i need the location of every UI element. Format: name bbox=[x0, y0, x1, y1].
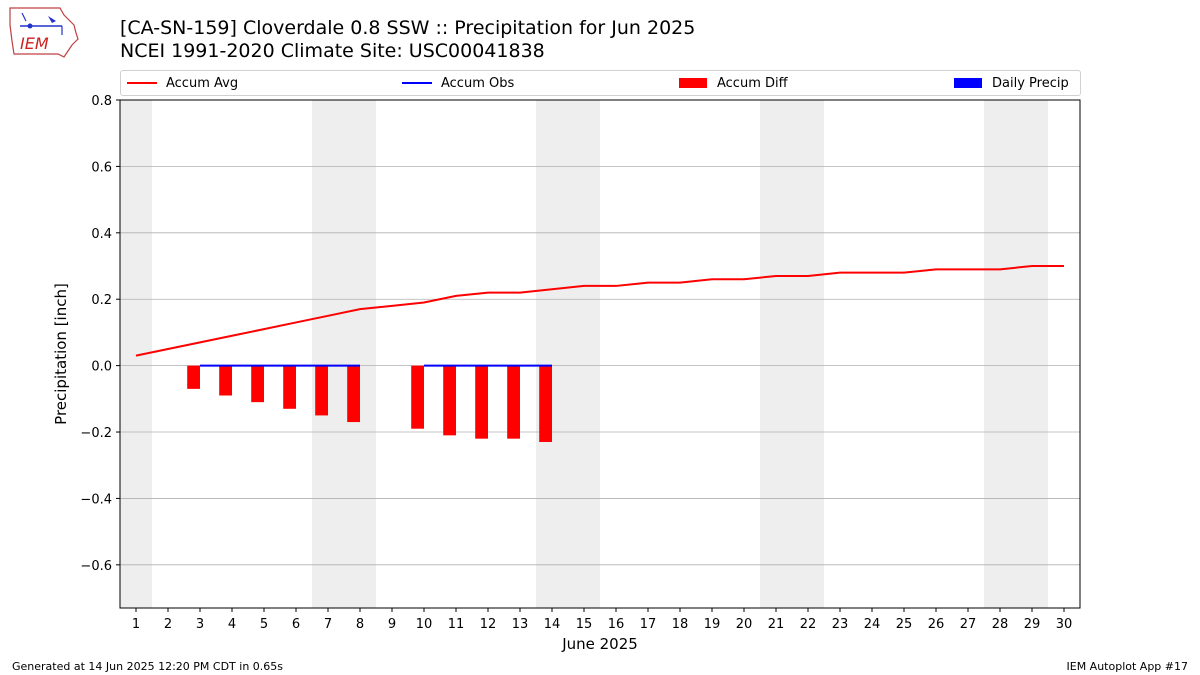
logo-text: IEM bbox=[20, 34, 49, 53]
y-tick-label: 0.0 bbox=[91, 360, 112, 375]
generated-timestamp: Generated at 14 Jun 2025 12:20 PM CDT in… bbox=[12, 660, 284, 673]
legend: Accum Avg Accum Obs Accum Diff Daily Pre… bbox=[120, 70, 1081, 96]
x-tick-label: 11 bbox=[448, 617, 465, 632]
x-axis-label: June 2025 bbox=[561, 635, 638, 653]
x-tick-label: 16 bbox=[608, 617, 625, 632]
y-tick-label: −0.2 bbox=[80, 426, 112, 441]
accum-diff-bar bbox=[219, 365, 232, 396]
accum-diff-bar bbox=[507, 365, 520, 439]
grid-lines bbox=[120, 166, 1080, 566]
x-tick-label: 4 bbox=[228, 617, 236, 632]
x-tick-label: 19 bbox=[704, 617, 721, 632]
legend-item-accum-diff: Accum Diff bbox=[679, 74, 788, 92]
x-tick-label: 22 bbox=[800, 617, 817, 632]
app-credit: IEM Autoplot App #17 bbox=[1066, 660, 1189, 673]
weekend-band bbox=[536, 100, 600, 608]
x-tick-label: 18 bbox=[672, 617, 689, 632]
iem-logo-graphic: IEM bbox=[9, 7, 79, 58]
y-tick-label: −0.4 bbox=[80, 492, 112, 507]
accum-diff-bar bbox=[411, 365, 424, 429]
legend-item-accum-avg: Accum Avg bbox=[127, 74, 238, 92]
chart-title: [CA-SN-159] Cloverdale 0.8 SSW :: Precip… bbox=[120, 17, 696, 39]
x-tick-label: 23 bbox=[832, 617, 849, 632]
accum-avg-line bbox=[135, 265, 1064, 357]
y-tick-label: 0.2 bbox=[91, 293, 112, 308]
legend-item-accum-obs: Accum Obs bbox=[402, 74, 514, 92]
plot-frame bbox=[119, 99, 1081, 609]
x-tick-label: 29 bbox=[1024, 617, 1041, 632]
weekend-band bbox=[312, 100, 376, 608]
legend-swatch-accum-diff bbox=[679, 78, 707, 88]
y-tick-label: 0.8 bbox=[91, 94, 112, 109]
chart-subtitle: NCEI 1991-2020 Climate Site: USC00041838 bbox=[120, 40, 545, 62]
x-tick-label: 1 bbox=[132, 617, 140, 632]
accum-diff-bar bbox=[347, 365, 360, 423]
x-tick-label: 12 bbox=[480, 617, 497, 632]
accum-diff-bar bbox=[251, 365, 264, 403]
x-tick-label: 28 bbox=[992, 617, 1009, 632]
legend-label-accum-diff: Accum Diff bbox=[717, 75, 788, 91]
x-tick-label: 21 bbox=[768, 617, 785, 632]
weekend-band bbox=[984, 100, 1048, 608]
accum-diff-bar bbox=[187, 365, 200, 389]
legend-label-accum-avg: Accum Avg bbox=[166, 75, 239, 91]
legend-swatch-daily-precip bbox=[954, 78, 982, 88]
y-tick-label: 0.6 bbox=[91, 160, 112, 175]
x-tick-label: 26 bbox=[928, 617, 945, 632]
x-tick-label: 24 bbox=[864, 617, 881, 632]
legend-label-daily-precip: Daily Precip bbox=[992, 75, 1069, 91]
accum-diff-bar bbox=[443, 365, 456, 436]
x-tick-label: 13 bbox=[512, 617, 529, 632]
x-tick-label: 8 bbox=[356, 617, 364, 632]
accum-diff-bars bbox=[187, 365, 552, 442]
series-lines bbox=[135, 265, 1064, 367]
x-tick-label: 15 bbox=[576, 617, 593, 632]
x-tick-label: 17 bbox=[640, 617, 657, 632]
y-axis-label: Precipitation [inch] bbox=[52, 283, 70, 425]
weekend-shading bbox=[120, 100, 1048, 608]
x-tick-label: 6 bbox=[292, 617, 300, 632]
legend-swatch-accum-avg bbox=[127, 82, 157, 84]
x-axis: 1 2 3 4 5 6 7 8 9 10 11 12 13 14 15 16 17 18 19 20 21 22 23 24 2… bbox=[132, 608, 1072, 632]
legend-swatch-accum-obs bbox=[402, 82, 432, 84]
accum-diff-bar bbox=[315, 365, 328, 416]
x-tick-label: 27 bbox=[960, 617, 977, 632]
y-tick-label: 0.4 bbox=[91, 227, 112, 242]
accum-diff-bar bbox=[475, 365, 488, 439]
x-tick-label: 9 bbox=[388, 617, 396, 632]
x-tick-label: 2 bbox=[164, 617, 172, 632]
x-tick-label: 5 bbox=[260, 617, 268, 632]
y-tick-label: −0.6 bbox=[80, 559, 112, 574]
accum-diff-bar bbox=[539, 365, 552, 442]
x-tick-label: 14 bbox=[544, 617, 561, 632]
weekend-band bbox=[760, 100, 824, 608]
legend-label-accum-obs: Accum Obs bbox=[441, 75, 515, 91]
x-tick-label: 3 bbox=[196, 617, 204, 632]
legend-item-daily-precip: Daily Precip bbox=[954, 74, 1069, 92]
x-tick-label: 25 bbox=[896, 617, 913, 632]
y-axis: −0.6 −0.4 −0.2 0.0 0.2 0.4 0.6 0.8 bbox=[80, 94, 120, 574]
iem-logo: IEM bbox=[8, 5, 80, 59]
accum-diff-bar bbox=[283, 365, 296, 409]
x-tick-label: 7 bbox=[324, 617, 332, 632]
x-tick-label: 10 bbox=[416, 617, 433, 632]
x-tick-label: 20 bbox=[736, 617, 753, 632]
x-tick-label: 30 bbox=[1056, 617, 1073, 632]
